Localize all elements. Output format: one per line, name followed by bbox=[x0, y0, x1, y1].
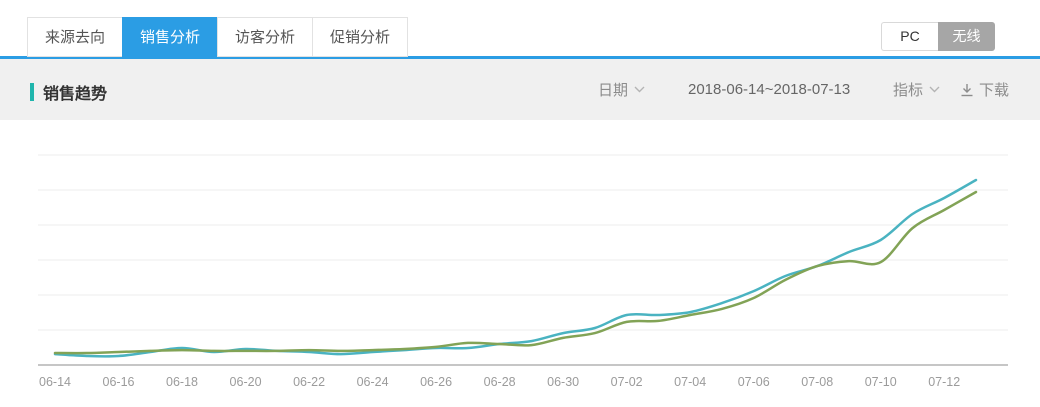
section-header: 销售趋势 日期 2018-06-14~2018-07-13 指标 下载 bbox=[0, 59, 1040, 120]
x-tick-label: 07-06 bbox=[738, 375, 770, 389]
title-accent-bar bbox=[30, 83, 34, 101]
tab-bar: 来源去向 销售分析 访客分析 促销分析 bbox=[27, 17, 409, 57]
page-title: 销售趋势 bbox=[43, 86, 108, 103]
x-tick-label: 06-30 bbox=[547, 375, 579, 389]
toggle-option-pc[interactable]: PC bbox=[881, 22, 938, 51]
download-icon bbox=[961, 83, 973, 96]
x-tick-label: 06-26 bbox=[420, 375, 452, 389]
chart-card: 06-14 06-16 06-18 06-20 06-22 06-24 06-26 06-28… bbox=[0, 120, 1040, 407]
tab-visitor-analysis[interactable]: 访客分析 bbox=[217, 17, 313, 57]
toggle-option-wireless[interactable]: 无线 bbox=[938, 22, 995, 51]
x-tick-label: 07-08 bbox=[801, 375, 833, 389]
x-tick-label: 06-24 bbox=[357, 375, 389, 389]
x-tick-label: 06-16 bbox=[103, 375, 135, 389]
x-tick-label: 06-22 bbox=[293, 375, 325, 389]
section-title-wrap: 销售趋势 bbox=[30, 80, 107, 104]
date-range-value[interactable]: 2018-06-14~2018-07-13 bbox=[688, 81, 851, 98]
download-button[interactable]: 下载 bbox=[960, 59, 1009, 120]
x-tick-label: 07-02 bbox=[611, 375, 643, 389]
chevron-down-icon bbox=[929, 86, 940, 93]
x-tick-label: 07-12 bbox=[928, 375, 960, 389]
tab-source-destination[interactable]: 来源去向 bbox=[27, 17, 123, 57]
x-tick-label: 06-14 bbox=[39, 375, 71, 389]
x-tick-label: 07-04 bbox=[674, 375, 706, 389]
tabbar-active-rule bbox=[0, 56, 1040, 59]
device-toggle: PC 无线 bbox=[881, 22, 995, 51]
date-filter-dropdown[interactable]: 日期 bbox=[598, 59, 645, 120]
x-tick-label: 06-28 bbox=[484, 375, 516, 389]
tab-promotion-analysis[interactable]: 促销分析 bbox=[312, 17, 409, 57]
x-tick-label: 06-18 bbox=[166, 375, 198, 389]
sales-trend-chart: 06-14 06-16 06-18 06-20 06-22 06-24 06-26 06-28… bbox=[38, 154, 1008, 389]
metric-filter-dropdown[interactable]: 指标 bbox=[893, 59, 940, 120]
x-tick-label: 06-20 bbox=[230, 375, 262, 389]
series-olive-line bbox=[53, 190, 978, 355]
tab-sales-analysis[interactable]: 销售分析 bbox=[122, 17, 218, 57]
x-tick-label: 07-10 bbox=[865, 375, 897, 389]
chevron-down-icon bbox=[634, 86, 645, 93]
